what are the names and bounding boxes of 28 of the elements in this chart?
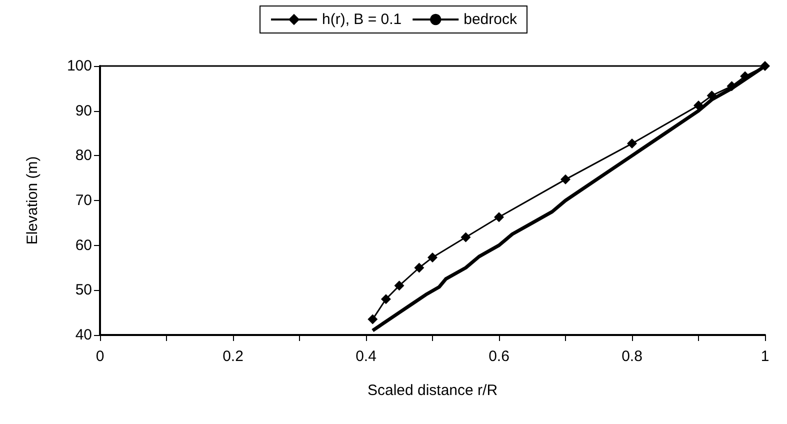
legend-label: bedrock xyxy=(464,11,518,28)
point xyxy=(380,294,391,304)
y-axis-title: Elevation (m) xyxy=(24,156,41,245)
y-tick-label: 80 xyxy=(75,147,92,164)
point xyxy=(394,280,404,291)
y-tick-label: 70 xyxy=(75,192,92,209)
y-tick-label: 40 xyxy=(75,326,92,344)
y-tick-label: 50 xyxy=(75,282,92,299)
x-tick-label: 0 xyxy=(96,348,104,365)
point xyxy=(460,232,471,242)
y-tick-label: 90 xyxy=(75,102,92,120)
x-tick-label: 0.6 xyxy=(488,348,510,365)
y-tick-label: 60 xyxy=(75,236,92,254)
point xyxy=(494,212,504,222)
x-tick-label: 0.8 xyxy=(622,348,642,365)
x-tick-label: 0.2 xyxy=(222,348,244,365)
point xyxy=(560,174,570,184)
point xyxy=(627,138,637,149)
point xyxy=(428,252,438,262)
point xyxy=(760,61,770,71)
point xyxy=(368,314,378,324)
x-tick-label: 1 xyxy=(760,348,770,365)
y-tick-label: 100 xyxy=(66,58,92,74)
x-tick-label: 0.4 xyxy=(356,348,376,365)
point xyxy=(414,262,424,273)
point xyxy=(694,100,704,110)
x-axis-title: Scaled distance r/R xyxy=(367,382,498,399)
legend-label: h(r), B = 0.1 xyxy=(322,11,402,28)
